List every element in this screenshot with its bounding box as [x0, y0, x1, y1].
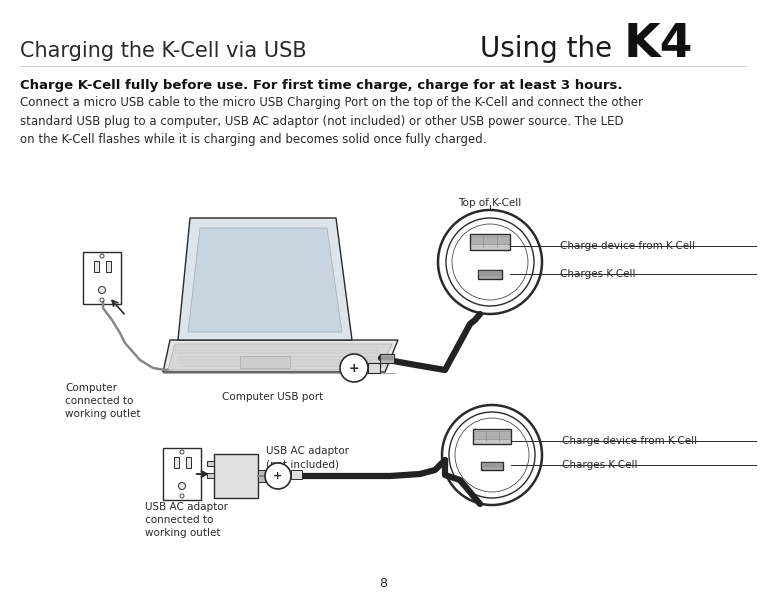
Bar: [83, 252, 121, 304]
Circle shape: [455, 418, 529, 492]
Bar: [470, 234, 510, 250]
Text: Computer USB port: Computer USB port: [222, 392, 323, 402]
Circle shape: [442, 405, 542, 505]
Text: Computer
connected to
working outlet: Computer connected to working outlet: [65, 383, 140, 419]
Text: USB AC adaptor
(not included): USB AC adaptor (not included): [266, 446, 349, 469]
Polygon shape: [168, 344, 392, 370]
Circle shape: [265, 463, 291, 489]
Text: +: +: [273, 471, 283, 481]
Text: Charges K-Cell: Charges K-Cell: [562, 460, 637, 470]
Text: Charge device from K-Cell: Charge device from K-Cell: [562, 436, 697, 446]
Text: +: +: [349, 361, 359, 374]
Polygon shape: [178, 218, 352, 340]
Bar: [258, 470, 266, 482]
Bar: [240, 356, 290, 368]
Bar: [214, 454, 258, 498]
Circle shape: [178, 483, 185, 489]
Bar: [93, 260, 99, 272]
Bar: [381, 356, 393, 360]
Polygon shape: [163, 340, 398, 372]
Circle shape: [452, 224, 528, 300]
Polygon shape: [188, 228, 342, 332]
Text: Top of K-Cell: Top of K-Cell: [458, 198, 522, 208]
Bar: [482, 463, 502, 467]
Bar: [471, 236, 509, 244]
Circle shape: [180, 450, 184, 454]
Bar: [106, 260, 110, 272]
Bar: [291, 470, 302, 479]
Circle shape: [100, 254, 104, 258]
Bar: [481, 462, 503, 470]
Text: Connect a micro USB cable to the micro USB Charging Port on the top of the K-Cel: Connect a micro USB cable to the micro U…: [20, 96, 643, 146]
Circle shape: [180, 494, 184, 498]
Bar: [207, 461, 214, 466]
Circle shape: [99, 287, 106, 293]
Bar: [479, 271, 501, 276]
Bar: [163, 448, 201, 500]
Bar: [380, 354, 394, 363]
Text: Charge device from K-Cell: Charge device from K-Cell: [560, 241, 695, 251]
Bar: [368, 363, 380, 373]
Text: USB AC adaptor
connected to
working outlet: USB AC adaptor connected to working outl…: [145, 502, 228, 538]
Text: K4: K4: [624, 22, 693, 67]
Circle shape: [340, 354, 368, 382]
Text: Charging the K-Cell via USB: Charging the K-Cell via USB: [20, 41, 306, 61]
Circle shape: [100, 298, 104, 302]
Bar: [478, 270, 502, 279]
Text: 8: 8: [379, 577, 387, 590]
Bar: [207, 473, 214, 478]
Bar: [174, 457, 178, 468]
Text: Using the: Using the: [480, 35, 621, 63]
Bar: [474, 431, 510, 439]
Circle shape: [438, 210, 542, 314]
Text: Charge K-Cell fully before use. For first time charge, charge for at least 3 hou: Charge K-Cell fully before use. For firs…: [20, 79, 623, 92]
Circle shape: [446, 218, 534, 306]
Bar: [185, 457, 191, 468]
Bar: [473, 429, 511, 444]
Circle shape: [449, 412, 535, 498]
Text: Charges K-Cell: Charges K-Cell: [560, 269, 636, 279]
